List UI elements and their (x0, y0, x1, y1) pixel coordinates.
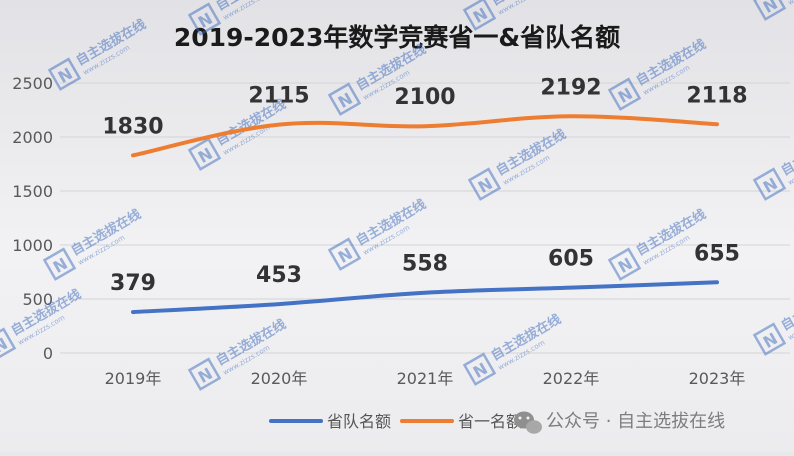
series-line-2 (131, 114, 719, 158)
data-label-series-1: 558 (402, 252, 448, 277)
x-tick-label: 2022年 (543, 369, 600, 388)
x-tick-label: 2020年 (251, 369, 308, 388)
watermark-logo-letter: N (0, 334, 11, 357)
data-label-series-1: 605 (548, 247, 594, 272)
x-tick-label: 2021年 (397, 369, 454, 388)
y-tick-label: 500 (22, 290, 53, 309)
watermark-logo-icon (752, 0, 787, 21)
grid-lines (60, 82, 790, 354)
chart-title: 2019-2023年数学竞赛省一&省队名额 (174, 23, 620, 52)
y-tick-label: 2500 (12, 74, 53, 93)
data-label-series-2: 2118 (686, 83, 747, 108)
watermark-logo-icon (462, 352, 497, 386)
series-line-1 (131, 280, 719, 315)
data-label-series-2: 2192 (540, 75, 601, 100)
watermark-logo-icon (467, 167, 502, 201)
watermark-logo-icon (187, 137, 222, 171)
x-axis-ticks: 2019年 2020年 2021年 2022年 2023年 (105, 369, 746, 388)
series-lines (131, 114, 719, 315)
x-tick-label: 2023年 (689, 369, 746, 388)
watermark-logo-icon (607, 247, 642, 281)
y-axis-ticks: 0 500 1000 1500 2000 2500 (12, 74, 53, 363)
data-label-series-1: 453 (256, 263, 302, 288)
watermark-logo-icon (752, 322, 787, 356)
watermark-logo-icon (327, 237, 362, 271)
watermark-logo-icon (462, 0, 497, 31)
x-tick-label: 2019年 (105, 369, 162, 388)
y-tick-label: 0 (43, 344, 53, 363)
y-tick-label: 1500 (12, 182, 53, 201)
watermark-logo-icon (47, 57, 82, 91)
legend: 省队名额 省一名额 (269, 412, 522, 431)
watermark-logo-icon (752, 167, 787, 201)
data-labels: 379 453 558 605 655 1830 2115 2100 2192 2118 (102, 75, 747, 296)
data-label-series-1: 655 (694, 241, 740, 266)
watermark-logo-icon (0, 327, 17, 361)
data-label-series-2: 2100 (394, 85, 455, 110)
watermark-logo-icon (42, 247, 77, 281)
data-label-series-2: 1830 (102, 114, 163, 139)
legend-label-series-1: 省队名额 (327, 412, 391, 431)
data-label-series-1: 379 (110, 271, 156, 296)
wechat-caption: 公众号 · 自主选拔在线 (514, 411, 725, 434)
legend-label-series-2: 省一名额 (458, 412, 522, 431)
watermark-logo-icon (607, 77, 642, 111)
wechat-icon (514, 411, 542, 434)
wechat-caption-text: 公众号 · 自主选拔在线 (546, 411, 725, 432)
y-tick-label: 2000 (12, 128, 53, 147)
watermark-logo-icon (187, 2, 222, 36)
watermark-logo-icon (187, 357, 222, 391)
y-tick-label: 1000 (12, 236, 53, 255)
watermark-logo-icon (327, 82, 362, 116)
data-label-series-2: 2115 (248, 84, 309, 109)
watermark-url: www.zizzs.com (787, 0, 794, 7)
